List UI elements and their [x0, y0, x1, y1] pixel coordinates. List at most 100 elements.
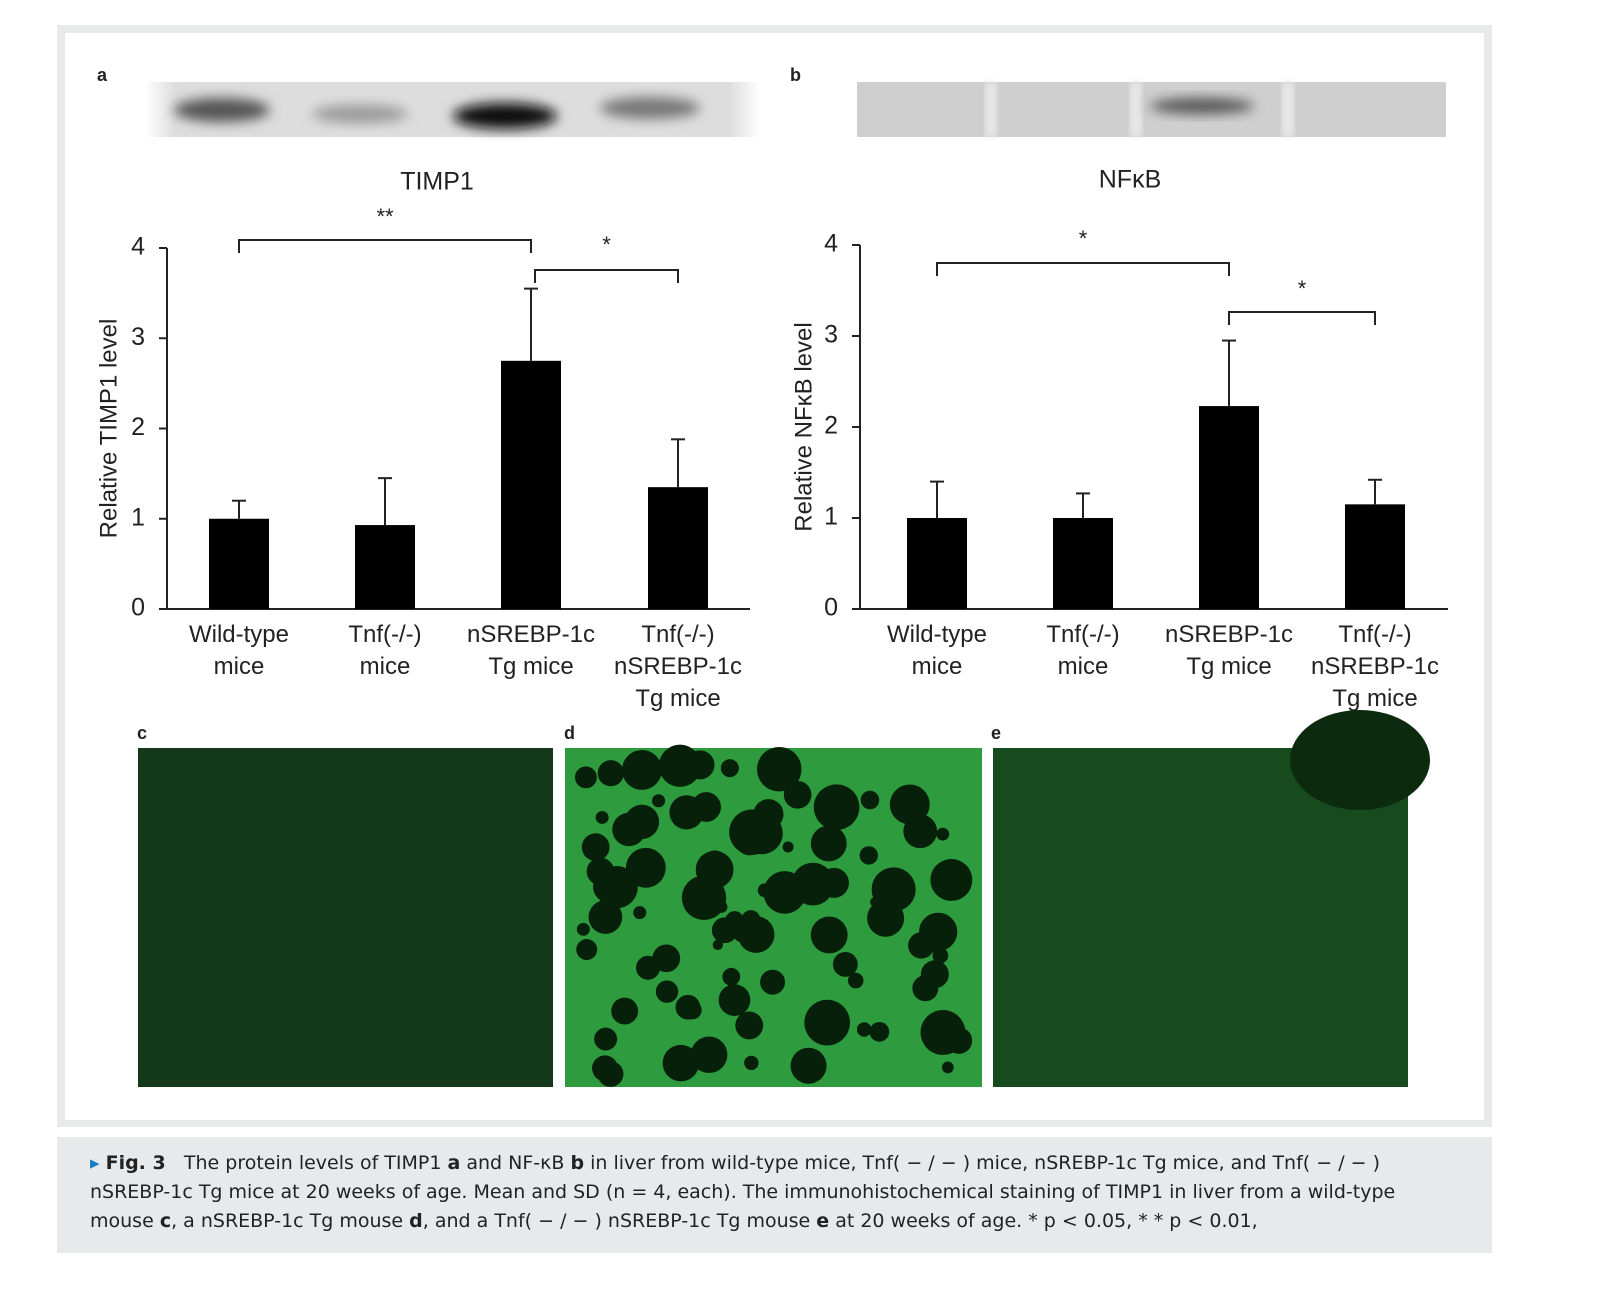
cell-vacuole	[681, 875, 727, 920]
caption: ▸ Fig. 3 The protein levels of TIMP1 a a…	[57, 1137, 1492, 1253]
figure-label: Fig. 3	[105, 1152, 166, 1174]
significance-label: **	[376, 204, 394, 229]
cell-vacuole	[941, 1061, 954, 1074]
y-tick-label: 3	[131, 323, 145, 351]
cell-vacuole	[662, 1044, 700, 1082]
cell-vacuole	[912, 975, 939, 1002]
cell-vacuole	[832, 951, 858, 977]
significance-bracket	[238, 239, 532, 253]
x-tick-label: Tnf(-/-) mice	[1046, 621, 1119, 680]
significance-label: *	[602, 232, 611, 257]
significance-bracket	[1228, 311, 1376, 325]
error-bar	[930, 480, 944, 518]
caption-icon: ▸	[90, 1152, 100, 1174]
y-tick-label: 1	[131, 503, 145, 531]
cell-vacuole	[632, 750, 648, 766]
panel-reference: b	[570, 1152, 585, 1174]
significance-bracket	[936, 262, 1230, 276]
cell-vacuole	[790, 1047, 827, 1084]
cell-vacuole	[685, 750, 715, 780]
cell-vacuole	[595, 810, 609, 824]
y-tick-label: 1	[824, 503, 838, 531]
cell-vacuole	[652, 944, 681, 973]
bar	[1053, 518, 1113, 609]
cell-vacuole	[595, 865, 638, 909]
cell-vacuole	[655, 980, 679, 1003]
caption-segment: and NF-κB	[460, 1152, 571, 1174]
cell-vacuole	[725, 911, 745, 931]
cell-vacuole	[705, 850, 725, 871]
panel-label: b	[790, 65, 801, 85]
panel-reference: d	[409, 1210, 423, 1232]
cell-vacuole	[871, 867, 916, 912]
y-axis-label: Relative TIMP1 level	[95, 319, 122, 539]
micrograph	[138, 748, 553, 1087]
y-tick-label: 0	[824, 594, 838, 622]
panel-reference: a	[447, 1152, 461, 1174]
cell-vacuole	[735, 1011, 764, 1040]
x-tick-label: Tnf(-/-) nSREBP-1c Tg mice	[614, 621, 742, 712]
panel-reference: c	[159, 1210, 172, 1232]
x-tick-label: Wild-type mice	[189, 621, 289, 680]
cell-vacuole	[917, 926, 943, 952]
cell-vacuole	[718, 984, 751, 1016]
y-tick-label: 2	[824, 412, 838, 440]
x-tick-label: nSREBP-1c Tg mice	[467, 621, 595, 680]
cell-vacuole	[576, 939, 598, 960]
significance-label: *	[1079, 226, 1088, 251]
x-tick-label: nSREBP-1c Tg mice	[1165, 621, 1293, 680]
chart-title: NFκB	[1099, 166, 1162, 194]
y-axis-label: Relative NFκB level	[790, 322, 817, 531]
western-blot	[857, 82, 1446, 137]
panel-label: e	[991, 723, 1001, 743]
bar	[907, 518, 967, 609]
cell-vacuole	[936, 827, 950, 841]
bar	[1345, 504, 1405, 609]
cell-vacuole	[932, 947, 949, 964]
error-bar	[1076, 492, 1090, 518]
western-blot	[145, 82, 760, 137]
significance-bracket	[534, 269, 679, 283]
cell-vacuole	[722, 967, 741, 986]
cell-vacuole	[715, 901, 728, 913]
caption-segment: at 20 weeks of age. * p < 0.05, * * p < …	[829, 1210, 1258, 1232]
cell-vacuole	[813, 784, 860, 830]
x-tick-label: Wild-type mice	[887, 621, 987, 680]
caption-segment: in liver from wild-type mice, Tnf( − / −…	[90, 1152, 1396, 1232]
cell-vacuole	[810, 916, 848, 954]
y-tick-label: 4	[131, 233, 145, 261]
caption-segment: , a nSREBP-1c Tg mouse	[171, 1210, 410, 1232]
bar	[648, 487, 708, 609]
y-tick-label: 0	[131, 594, 145, 622]
error-bar	[524, 287, 538, 361]
cell-vacuole	[930, 858, 973, 901]
cell-vacuole	[625, 847, 666, 888]
figure: a b c d e TIMP1 Relative TIMP1 level 0 1 2 3 4…	[57, 25, 1492, 1127]
cell-vacuole	[737, 916, 775, 953]
error-bar	[1368, 478, 1382, 505]
panel-label: c	[137, 723, 147, 743]
cell-vacuole	[592, 1055, 618, 1082]
bar	[1199, 406, 1259, 609]
cell-vacuole	[597, 760, 624, 787]
cell-vacuole	[760, 969, 786, 995]
bar	[501, 360, 561, 609]
cell-vacuole	[611, 997, 639, 1025]
cell-vacuole	[744, 1055, 759, 1071]
panel-label: d	[564, 723, 575, 743]
bar	[355, 525, 415, 609]
cell-vacuole	[804, 999, 850, 1046]
bar	[209, 518, 269, 609]
cell-vacuole	[652, 794, 666, 808]
cell-vacuole	[691, 792, 722, 822]
cell-vacuole	[889, 784, 930, 825]
x-tick-label: Tnf(-/-) nSREBP-1c Tg mice	[1311, 621, 1439, 712]
x-tick-label: Tnf(-/-) mice	[348, 621, 421, 680]
cell-vacuole	[622, 749, 662, 790]
panel-label: a	[97, 65, 108, 85]
cell-vacuole	[576, 922, 590, 936]
micrograph-texture	[574, 744, 973, 1087]
cell-vacuole	[860, 790, 880, 810]
cell-vacuole	[810, 825, 847, 862]
